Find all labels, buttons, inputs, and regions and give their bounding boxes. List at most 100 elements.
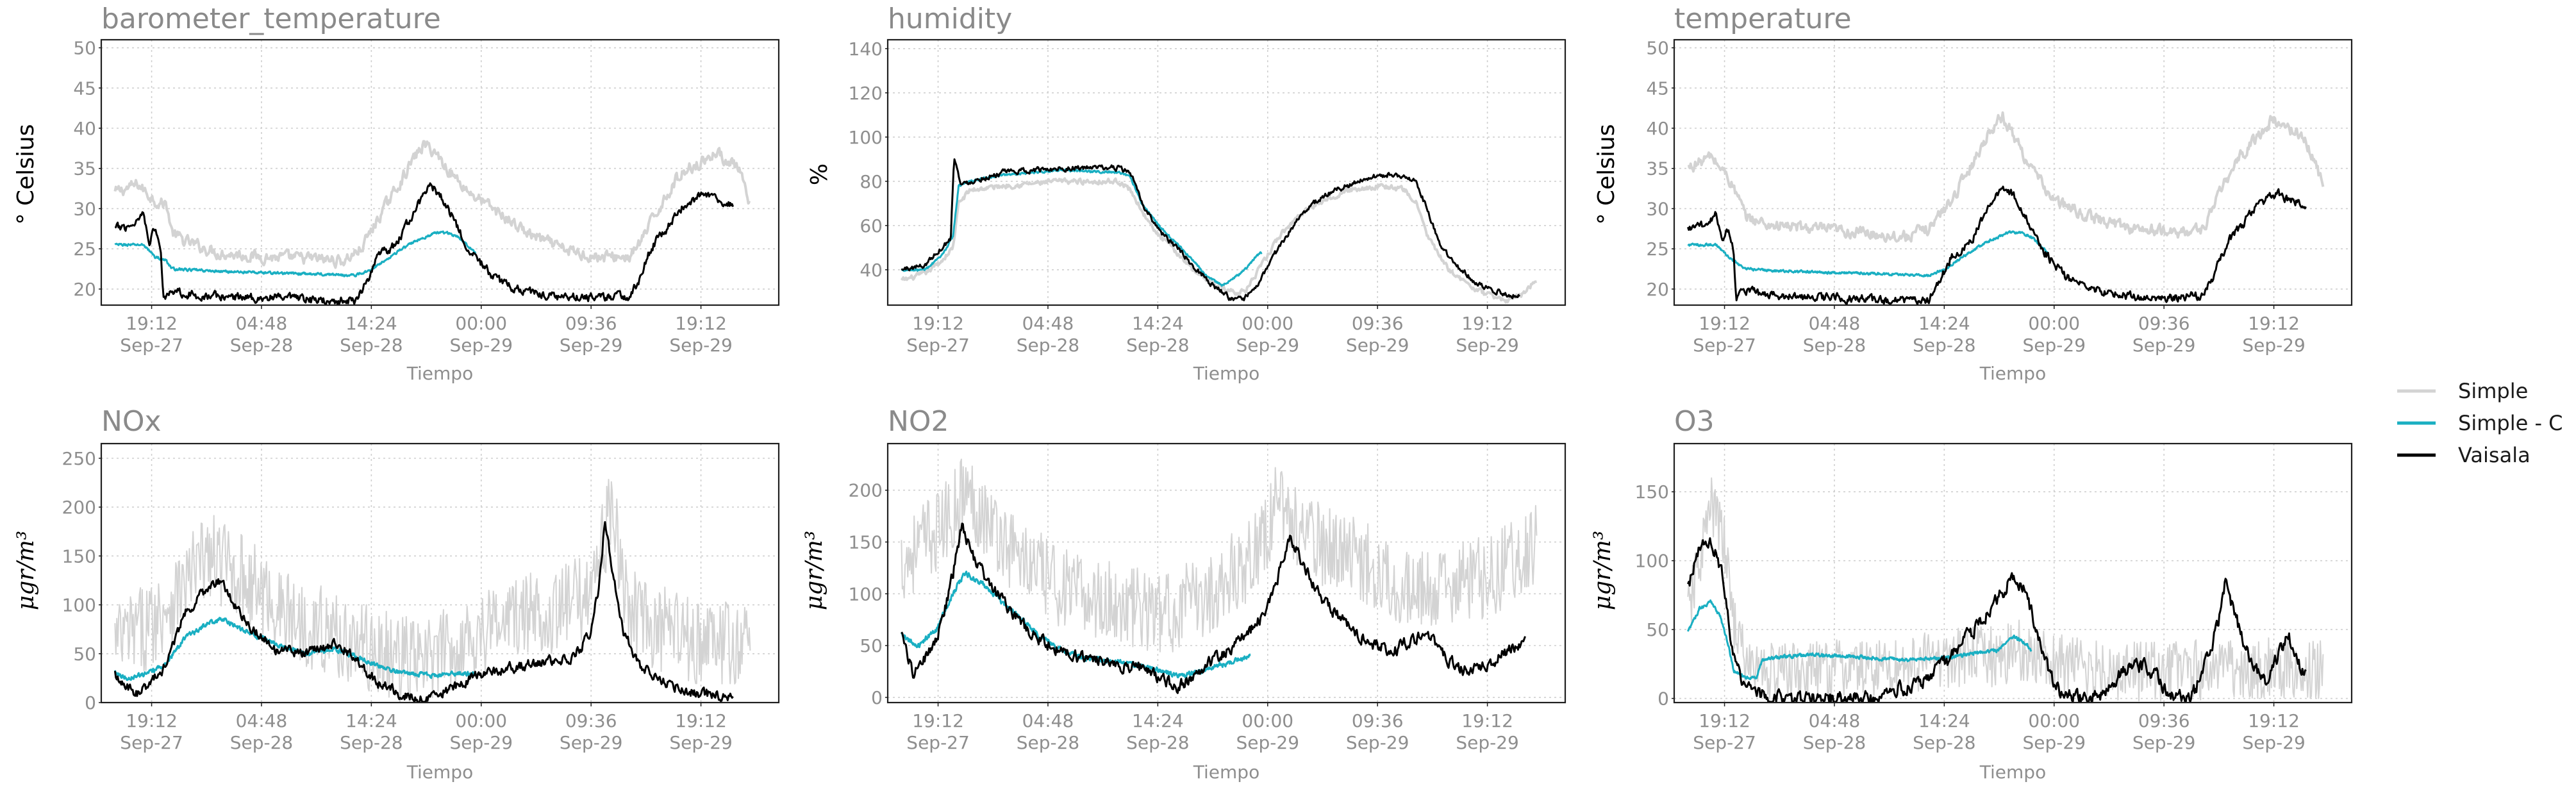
x-tick-date: Sep-29 — [1456, 335, 1519, 356]
plot-frame — [100, 442, 780, 704]
x-tick-date: Sep-29 — [2242, 335, 2306, 356]
x-tick-time: 00:00 — [455, 710, 507, 731]
y-tick-label: 25 — [73, 238, 96, 260]
x-tick-date: Sep-29 — [1346, 335, 1409, 356]
x-tick-time: 00:00 — [2028, 710, 2080, 731]
x-tick-time: 19:12 — [912, 313, 964, 334]
x-tick-time: 14:24 — [1918, 710, 1970, 731]
legend-label-simple: Simple — [2458, 379, 2528, 403]
series-line-vaisala — [901, 522, 1526, 694]
x-tick-date: Sep-29 — [669, 732, 733, 753]
plot-frame — [1673, 442, 2353, 704]
series-group — [901, 458, 1538, 694]
series-group — [113, 479, 751, 703]
y-tick-label: 45 — [1646, 78, 1669, 99]
x-tick-time: 19:12 — [1699, 313, 1750, 334]
y-axis-label: μgr/m³ — [13, 531, 39, 610]
x-tick-date: Sep-29 — [2132, 732, 2196, 753]
x-tick-time: 19:12 — [675, 710, 727, 731]
panel-no2: NO2 μgr/m³ 05010015020019:12Sep-2704:48S… — [801, 405, 1566, 783]
x-tick-time: 00:00 — [1242, 313, 1293, 334]
y-tick-label: 50 — [1646, 38, 1669, 59]
x-tick-date: Sep-29 — [450, 732, 513, 753]
y-tick-label: 100 — [849, 583, 883, 604]
x-tick-time: 04:48 — [1022, 710, 1074, 731]
y-tick-label: 30 — [1646, 198, 1669, 219]
x-tick-time: 00:00 — [2028, 313, 2080, 334]
series-line-simple-c — [1687, 230, 2049, 278]
series-line-simple-c — [114, 230, 477, 278]
x-tick-time: 00:00 — [455, 313, 507, 334]
x-axis-label: Tiempo — [1979, 363, 2046, 384]
y-tick-label: 40 — [1646, 118, 1669, 139]
x-tick-date: Sep-27 — [906, 335, 970, 356]
x-tick-time: 09:36 — [565, 313, 617, 334]
x-tick-date: Sep-28 — [1126, 732, 1190, 753]
y-tick-label: 150 — [1635, 481, 1669, 503]
panel-title: NOx — [101, 405, 162, 438]
y-tick-label: 60 — [860, 215, 883, 237]
series-line-simple — [1687, 477, 2324, 702]
plot-frame — [886, 442, 1566, 704]
x-tick-date: Sep-27 — [120, 335, 183, 356]
y-tick-label: 80 — [860, 171, 883, 192]
x-tick-date: Sep-29 — [669, 335, 733, 356]
panel-nox: NOx μgr/m³ 05010015020025019:12Sep-2704:… — [13, 405, 780, 783]
y-tick-label: 100 — [849, 127, 883, 148]
x-tick-time: 19:12 — [1461, 710, 1513, 731]
y-axis-label: μgr/m³ — [1590, 531, 1616, 610]
y-tick-label: 140 — [849, 38, 883, 60]
grid — [888, 40, 1565, 305]
x-tick-date: Sep-28 — [230, 732, 294, 753]
y-tick-label: 50 — [73, 644, 96, 665]
y-tick-label: 0 — [1658, 688, 1669, 710]
x-tick-date: Sep-28 — [1913, 732, 1976, 753]
x-tick-date: Sep-29 — [1346, 732, 1409, 753]
y-tick-label: 45 — [73, 78, 96, 99]
panel-humidity: humidity % 40608010012014019:12Sep-2704:… — [806, 3, 1566, 384]
x-tick-time: 19:12 — [675, 313, 727, 334]
x-tick-time: 00:00 — [1242, 710, 1293, 731]
y-tick-label: 50 — [1646, 619, 1669, 640]
y-axis-label: ° Celsius — [13, 124, 39, 224]
x-tick-time: 19:12 — [1461, 313, 1513, 334]
x-tick-time: 04:48 — [1809, 313, 1861, 334]
legend-label-simple-c: Simple - C — [2458, 411, 2563, 435]
x-tick-time: 14:24 — [1132, 710, 1184, 731]
y-tick-label: 200 — [849, 480, 883, 501]
x-tick-time: 04:48 — [236, 710, 288, 731]
series-line-simple-c — [1686, 599, 2032, 680]
x-tick-time: 04:48 — [1022, 313, 1074, 334]
x-tick-date: Sep-27 — [120, 732, 183, 753]
series-line-simple — [113, 140, 751, 269]
y-tick-label: 120 — [849, 83, 883, 104]
x-tick-date: Sep-28 — [1017, 732, 1080, 753]
x-tick-date: Sep-28 — [1913, 335, 1976, 356]
y-tick-label: 40 — [860, 260, 883, 281]
x-tick-date: Sep-28 — [1803, 335, 1866, 356]
x-tick-date: Sep-29 — [1236, 335, 1300, 356]
x-tick-time: 09:36 — [565, 710, 617, 731]
x-tick-time: 19:12 — [2248, 710, 2300, 731]
x-tick-time: 14:24 — [1132, 313, 1184, 334]
x-tick-date: Sep-29 — [2023, 335, 2086, 356]
y-tick-label: 50 — [860, 635, 883, 656]
series-group — [900, 158, 1538, 304]
series-line-simple-c — [113, 617, 476, 681]
panel-title: temperature — [1674, 3, 1852, 35]
x-tick-time: 09:36 — [1352, 313, 1404, 334]
y-tick-label: 35 — [73, 158, 96, 179]
x-tick-time: 14:24 — [345, 313, 397, 334]
y-tick-label: 100 — [1635, 551, 1669, 572]
plot-frame — [1673, 38, 2353, 306]
series-line-vaisala — [1687, 537, 2307, 703]
x-tick-date: Sep-28 — [1126, 335, 1190, 356]
panel-title: NO2 — [888, 405, 949, 438]
x-tick-date: Sep-28 — [1803, 732, 1866, 753]
y-axis-label: μgr/m³ — [801, 531, 827, 610]
series-line-vaisala — [114, 182, 735, 305]
x-tick-date: Sep-28 — [340, 335, 403, 356]
panel-temperature: temperature ° Celsius 20 25 30 35 40 45 50 19:1… — [1593, 3, 2353, 384]
series-group — [1686, 111, 2325, 305]
y-tick-label: 250 — [62, 448, 96, 469]
